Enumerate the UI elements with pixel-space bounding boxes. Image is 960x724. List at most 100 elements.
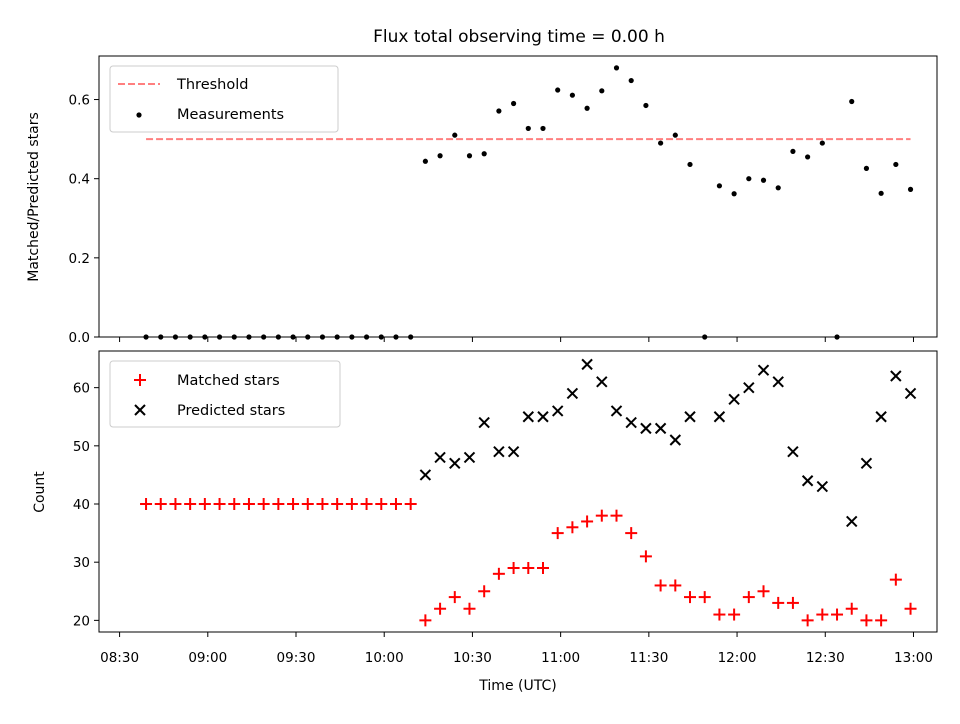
measurement-point bbox=[716, 183, 723, 189]
measurement-point bbox=[452, 132, 458, 138]
predicted-stars-point bbox=[684, 411, 696, 423]
predicted-stars-point bbox=[640, 422, 652, 435]
predicted-stars-point bbox=[478, 416, 490, 429]
matched-stars-point bbox=[536, 562, 549, 575]
predicted-stars-point bbox=[743, 381, 755, 394]
measurement-point bbox=[849, 98, 855, 105]
predicted-stars-point bbox=[713, 411, 726, 423]
matched-stars-point bbox=[389, 498, 402, 511]
matched-stars-point bbox=[360, 498, 373, 511]
matched-stars-point bbox=[228, 498, 241, 511]
measurement-point bbox=[893, 161, 899, 168]
predicted-stars-point bbox=[463, 451, 476, 464]
measurement-point bbox=[437, 153, 443, 159]
predicted-stars-point bbox=[654, 422, 667, 435]
measurement-point bbox=[805, 154, 811, 160]
bottom-plot-marks bbox=[140, 358, 917, 627]
measurement-point bbox=[760, 177, 767, 183]
matched-stars-point bbox=[272, 498, 285, 511]
matched-stars-point bbox=[875, 614, 888, 627]
measurement-point bbox=[863, 165, 870, 171]
top-y-ticks: 0.0 0.2 0.4 0.6 bbox=[69, 93, 99, 346]
matched-stars-point bbox=[448, 591, 461, 604]
x-tick-label: 09:30 bbox=[277, 650, 316, 666]
top-y-tick-label: 0.0 bbox=[69, 330, 90, 346]
measurement-point bbox=[422, 158, 428, 164]
matched-stars-point bbox=[786, 596, 799, 609]
matched-stars-point bbox=[345, 498, 358, 511]
legend-matched-swatch bbox=[134, 374, 146, 386]
matched-stars-point bbox=[566, 521, 579, 534]
matched-stars-point bbox=[316, 498, 329, 511]
matched-stars-point bbox=[684, 591, 697, 604]
matched-stars-point bbox=[816, 608, 829, 621]
matched-stars-point bbox=[375, 498, 388, 511]
predicted-stars-point bbox=[434, 451, 446, 464]
measurement-point bbox=[790, 148, 796, 154]
predicted-stars-point bbox=[419, 469, 432, 481]
matched-stars-point bbox=[478, 585, 491, 598]
x-tick-label: 13:00 bbox=[894, 650, 933, 666]
top-y-axis-label: Matched/Predicted stars bbox=[26, 112, 42, 282]
matched-stars-point bbox=[625, 527, 638, 540]
bottom-y-tick-label: 40 bbox=[73, 497, 90, 513]
top-plot-marks bbox=[143, 65, 914, 340]
predicted-stars-point bbox=[728, 393, 740, 405]
matched-stars-point bbox=[492, 567, 505, 580]
matched-stars-point bbox=[581, 515, 594, 528]
matched-stars-point bbox=[154, 498, 167, 511]
predicted-stars-point bbox=[816, 480, 829, 493]
bottom-y-tick-label: 50 bbox=[73, 439, 90, 455]
predicted-stars-point bbox=[566, 387, 579, 400]
predicted-stars-point bbox=[860, 457, 873, 469]
matched-stars-point bbox=[654, 579, 667, 592]
matched-stars-point bbox=[463, 602, 476, 615]
matched-stars-point bbox=[610, 509, 623, 522]
legend-measurements-label: Measurements bbox=[177, 107, 284, 123]
x-tick-label: 12:00 bbox=[718, 650, 757, 666]
measurement-point bbox=[599, 88, 605, 94]
measurement-point bbox=[775, 185, 781, 191]
matched-stars-point bbox=[301, 498, 314, 511]
top-y-tick-label: 0.6 bbox=[69, 93, 90, 109]
count-panel: Count Time (UTC) 20 30 40 50 60 08:30 09:00 09… bbox=[32, 350, 938, 694]
matched-stars-point bbox=[551, 527, 564, 540]
measurement-point bbox=[746, 176, 752, 182]
bottom-y-ticks: 20 30 40 50 60 bbox=[73, 381, 99, 629]
x-tick-label: 11:30 bbox=[629, 650, 668, 666]
matched-stars-point bbox=[728, 608, 741, 621]
measurement-point bbox=[878, 190, 884, 196]
predicted-stars-point bbox=[537, 411, 549, 423]
measurement-point bbox=[510, 100, 517, 107]
measurement-point bbox=[907, 186, 914, 192]
measurement-point bbox=[569, 92, 575, 98]
matched-stars-point bbox=[595, 509, 608, 522]
matched-stars-point bbox=[831, 608, 844, 621]
predicted-stars-point bbox=[787, 445, 799, 458]
predicted-stars-point bbox=[522, 411, 534, 423]
matched-stars-point bbox=[198, 498, 211, 511]
matched-stars-point bbox=[845, 602, 858, 615]
measurement-point bbox=[466, 153, 473, 159]
matched-stars-point bbox=[772, 596, 785, 609]
measurement-point bbox=[540, 125, 546, 132]
predicted-stars-point bbox=[772, 376, 784, 388]
top-y-tick-label: 0.4 bbox=[69, 172, 90, 188]
matched-stars-point bbox=[404, 498, 417, 511]
matched-stars-point bbox=[742, 591, 755, 604]
matched-stars-point bbox=[287, 498, 300, 511]
top-x-ticks bbox=[119, 337, 914, 342]
legend-predicted-label: Predicted stars bbox=[177, 403, 285, 419]
measurement-point bbox=[628, 77, 634, 84]
predicted-stars-point bbox=[493, 445, 505, 458]
bottom-y-tick-label: 20 bbox=[73, 613, 90, 629]
x-axis-label: Time (UTC) bbox=[478, 678, 556, 694]
ratio-panel: Flux total observing time = 0.00 h Match… bbox=[26, 27, 938, 346]
bottom-plot-frame bbox=[98, 350, 938, 633]
matched-stars-point bbox=[434, 602, 447, 615]
matched-stars-point bbox=[140, 498, 153, 511]
measurement-point bbox=[643, 102, 649, 109]
predicted-stars-point bbox=[757, 364, 770, 376]
matched-stars-point bbox=[169, 498, 182, 511]
